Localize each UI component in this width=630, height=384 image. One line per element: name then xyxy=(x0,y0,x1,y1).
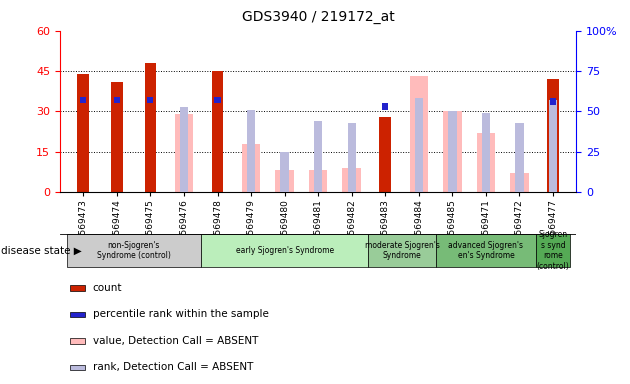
Bar xyxy=(369,234,435,267)
Bar xyxy=(549,100,557,192)
Bar xyxy=(348,122,356,192)
Bar xyxy=(70,312,85,317)
Bar xyxy=(477,133,495,192)
Bar xyxy=(379,117,391,192)
Bar xyxy=(214,97,220,103)
Text: GDS3940 / 219172_at: GDS3940 / 219172_at xyxy=(242,10,394,23)
Bar xyxy=(443,111,462,192)
Bar xyxy=(382,103,388,110)
Text: value, Detection Call = ABSENT: value, Detection Call = ABSENT xyxy=(93,336,258,346)
Text: count: count xyxy=(93,283,122,293)
Text: non-Sjogren's
Syndrome (control): non-Sjogren's Syndrome (control) xyxy=(97,241,171,260)
Bar xyxy=(180,106,188,192)
Bar xyxy=(550,98,556,105)
Bar xyxy=(77,74,89,192)
Bar xyxy=(175,114,193,192)
Text: disease state ▶: disease state ▶ xyxy=(1,245,81,256)
Bar xyxy=(482,113,490,192)
Bar xyxy=(415,98,423,192)
Bar xyxy=(114,97,120,103)
Bar xyxy=(201,234,369,267)
Bar xyxy=(309,170,328,192)
Bar xyxy=(410,76,428,192)
Bar xyxy=(536,234,570,267)
Text: percentile rank within the sample: percentile rank within the sample xyxy=(93,309,268,319)
Bar xyxy=(275,170,294,192)
Bar xyxy=(510,173,529,192)
Bar xyxy=(80,97,86,103)
Bar xyxy=(314,121,323,192)
Bar xyxy=(67,234,201,267)
Text: early Sjogren's Syndrome: early Sjogren's Syndrome xyxy=(236,246,334,255)
Text: advanced Sjogren's
en's Syndrome: advanced Sjogren's en's Syndrome xyxy=(449,241,524,260)
Bar xyxy=(280,152,289,192)
Bar xyxy=(70,364,85,370)
Bar xyxy=(515,122,524,192)
Bar xyxy=(448,111,457,192)
Text: rank, Detection Call = ABSENT: rank, Detection Call = ABSENT xyxy=(93,362,253,372)
Text: moderate Sjogren's
Syndrome: moderate Sjogren's Syndrome xyxy=(365,241,440,260)
Bar xyxy=(70,338,85,344)
Bar xyxy=(144,63,156,192)
Bar xyxy=(247,110,255,192)
Bar xyxy=(343,168,361,192)
Bar xyxy=(547,79,559,192)
Bar xyxy=(212,71,224,192)
Bar xyxy=(147,97,154,103)
Bar xyxy=(435,234,536,267)
Text: Sjogren
s synd
rome
(control): Sjogren s synd rome (control) xyxy=(537,230,570,271)
Bar xyxy=(111,82,123,192)
Bar xyxy=(70,285,85,291)
Bar xyxy=(242,144,260,192)
